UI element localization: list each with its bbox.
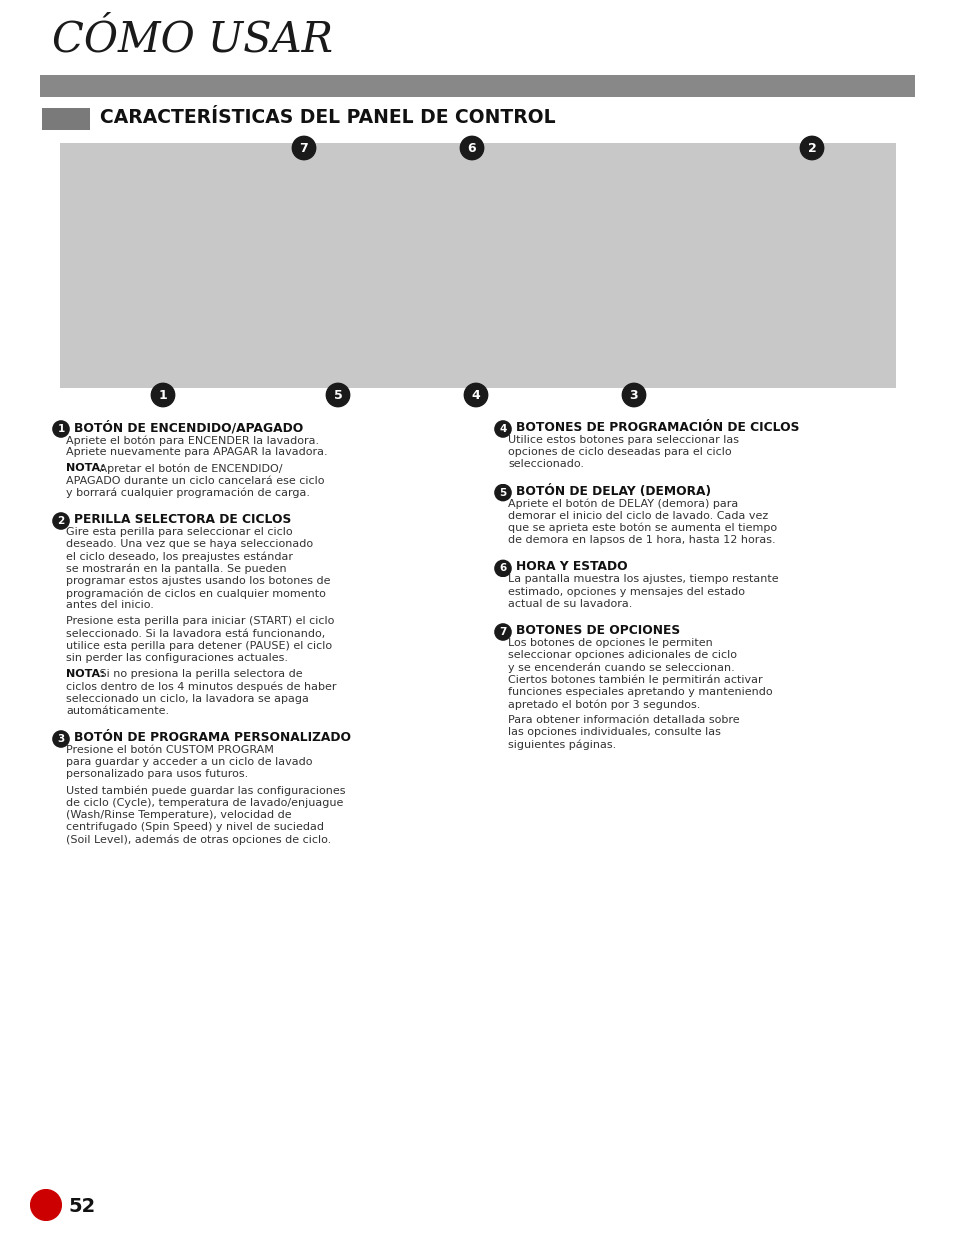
Text: G: G bbox=[41, 1198, 51, 1212]
Circle shape bbox=[621, 383, 645, 406]
Text: Los botones de opciones le permiten: Los botones de opciones le permiten bbox=[507, 638, 712, 648]
Text: para guardar y acceder a un ciclo de lavado: para guardar y acceder a un ciclo de lav… bbox=[66, 757, 313, 767]
Text: centrifugado (Spin Speed) y nivel de suciedad: centrifugado (Spin Speed) y nivel de suc… bbox=[66, 823, 324, 832]
FancyBboxPatch shape bbox=[37, 107, 94, 131]
Text: 2: 2 bbox=[57, 516, 65, 526]
Text: 5: 5 bbox=[498, 488, 506, 498]
Circle shape bbox=[292, 136, 315, 159]
Text: opciones de ciclo deseadas para el ciclo: opciones de ciclo deseadas para el ciclo bbox=[507, 447, 731, 457]
Text: 7: 7 bbox=[498, 627, 506, 637]
Text: BOTONES DE OPCIONES: BOTONES DE OPCIONES bbox=[516, 624, 679, 637]
Text: 6: 6 bbox=[498, 563, 506, 573]
Circle shape bbox=[495, 421, 511, 437]
Text: Apriete el botón para ENCENDER la lavadora.: Apriete el botón para ENCENDER la lavado… bbox=[66, 435, 319, 446]
Text: apretado el botón por 3 segundos.: apretado el botón por 3 segundos. bbox=[507, 699, 700, 709]
Text: actual de su lavadora.: actual de su lavadora. bbox=[507, 599, 632, 609]
Text: seleccionado.: seleccionado. bbox=[507, 459, 583, 469]
Text: estimado, opciones y mensajes del estado: estimado, opciones y mensajes del estado bbox=[507, 587, 744, 597]
Text: y borrará cualquier programación de carga.: y borrará cualquier programación de carg… bbox=[66, 488, 310, 498]
Text: Si no presiona la perilla selectora de: Si no presiona la perilla selectora de bbox=[96, 669, 302, 679]
Text: de demora en lapsos de 1 hora, hasta 12 horas.: de demora en lapsos de 1 hora, hasta 12 … bbox=[507, 535, 775, 545]
Text: el ciclo deseado, los preajustes estándar: el ciclo deseado, los preajustes estánda… bbox=[66, 551, 293, 562]
Text: ciclos dentro de los 4 minutos después de haber: ciclos dentro de los 4 minutos después d… bbox=[66, 682, 336, 692]
Text: 1: 1 bbox=[158, 389, 167, 401]
Text: se mostrarán en la pantalla. Se pueden: se mostrarán en la pantalla. Se pueden bbox=[66, 563, 286, 574]
Text: BOTÓN DE ENCENDIDO/APAGADO: BOTÓN DE ENCENDIDO/APAGADO bbox=[74, 421, 303, 435]
Circle shape bbox=[464, 383, 487, 406]
Text: Apriete nuevamente para APAGAR la lavadora.: Apriete nuevamente para APAGAR la lavado… bbox=[66, 447, 327, 457]
Text: de ciclo (Cycle), temperatura de lavado/enjuague: de ciclo (Cycle), temperatura de lavado/… bbox=[66, 798, 343, 808]
Circle shape bbox=[52, 731, 69, 747]
Text: 5: 5 bbox=[334, 389, 342, 401]
Text: Para obtener información detallada sobre: Para obtener información detallada sobre bbox=[507, 715, 739, 725]
Circle shape bbox=[52, 513, 69, 529]
Circle shape bbox=[152, 383, 174, 406]
Text: Usted también puede guardar las configuraciones: Usted también puede guardar las configur… bbox=[66, 785, 345, 797]
Circle shape bbox=[52, 421, 69, 437]
Circle shape bbox=[326, 383, 350, 406]
Text: Utilice estos botones para seleccionar las: Utilice estos botones para seleccionar l… bbox=[507, 435, 739, 445]
Text: Apretar el botón de ENCENDIDO/: Apretar el botón de ENCENDIDO/ bbox=[96, 463, 282, 474]
Text: NOTA:: NOTA: bbox=[66, 463, 105, 473]
Circle shape bbox=[495, 484, 511, 500]
Text: Presione esta perilla para iniciar (START) el ciclo: Presione esta perilla para iniciar (STAR… bbox=[66, 616, 334, 626]
Text: (Soil Level), además de otras opciones de ciclo.: (Soil Level), además de otras opciones d… bbox=[66, 835, 331, 845]
Text: 2: 2 bbox=[807, 142, 816, 154]
Text: antes del inicio.: antes del inicio. bbox=[66, 600, 153, 610]
Text: 3: 3 bbox=[629, 389, 638, 401]
FancyBboxPatch shape bbox=[0, 73, 953, 99]
Text: programar estos ajustes usando los botones de: programar estos ajustes usando los boton… bbox=[66, 576, 330, 585]
Text: las opciones individuales, consulte las: las opciones individuales, consulte las bbox=[507, 727, 720, 737]
Text: 7: 7 bbox=[299, 142, 308, 154]
Text: BOTONES DE PROGRAMACIÓN DE CICLOS: BOTONES DE PROGRAMACIÓN DE CICLOS bbox=[516, 421, 799, 433]
Circle shape bbox=[495, 561, 511, 577]
Text: CÓMO USAR: CÓMO USAR bbox=[52, 19, 333, 61]
Text: 6: 6 bbox=[467, 142, 476, 154]
Text: Apriete el botón de DELAY (demora) para: Apriete el botón de DELAY (demora) para bbox=[507, 499, 738, 509]
Text: (Wash/Rinse Temperature), velocidad de: (Wash/Rinse Temperature), velocidad de bbox=[66, 810, 292, 820]
Text: programación de ciclos en cualquier momento: programación de ciclos en cualquier mome… bbox=[66, 588, 326, 599]
Text: 4: 4 bbox=[498, 424, 506, 433]
Text: BOTÓN DE PROGRAMA PERSONALIZADO: BOTÓN DE PROGRAMA PERSONALIZADO bbox=[74, 731, 351, 743]
Text: seleccionar opciones adicionales de ciclo: seleccionar opciones adicionales de cicl… bbox=[507, 650, 737, 661]
Text: BOTÓN DE DELAY (DEMORA): BOTÓN DE DELAY (DEMORA) bbox=[516, 484, 710, 498]
Text: Presione el botón CUSTOM PROGRAM: Presione el botón CUSTOM PROGRAM bbox=[66, 745, 274, 755]
Text: deseado. Una vez que se haya seleccionado: deseado. Una vez que se haya seleccionad… bbox=[66, 540, 313, 550]
Text: Gire esta perilla para seleccionar el ciclo: Gire esta perilla para seleccionar el ci… bbox=[66, 527, 293, 537]
Text: y se encenderán cuando se seleccionan.: y se encenderán cuando se seleccionan. bbox=[507, 662, 734, 673]
Text: siguientes páginas.: siguientes páginas. bbox=[507, 740, 616, 750]
Text: funciones especiales apretando y manteniendo: funciones especiales apretando y manteni… bbox=[507, 687, 772, 697]
Text: NOTA:: NOTA: bbox=[66, 669, 105, 679]
Text: La pantalla muestra los ajustes, tiempo restante: La pantalla muestra los ajustes, tiempo … bbox=[507, 574, 778, 584]
Circle shape bbox=[800, 136, 822, 159]
Text: 4: 4 bbox=[471, 389, 480, 401]
Circle shape bbox=[459, 136, 483, 159]
FancyBboxPatch shape bbox=[57, 140, 898, 391]
Circle shape bbox=[495, 624, 511, 640]
Circle shape bbox=[30, 1189, 61, 1220]
Text: 52: 52 bbox=[68, 1197, 95, 1216]
Text: sin perder las configuraciones actuales.: sin perder las configuraciones actuales. bbox=[66, 653, 288, 663]
Text: 1: 1 bbox=[57, 424, 65, 433]
Text: automáticamente.: automáticamente. bbox=[66, 705, 169, 716]
Text: APAGADO durante un ciclo cancelará ese ciclo: APAGADO durante un ciclo cancelará ese c… bbox=[66, 475, 324, 485]
Text: 3: 3 bbox=[57, 734, 65, 743]
Text: Ciertos botones también le permitirán activar: Ciertos botones también le permitirán ac… bbox=[507, 674, 761, 685]
Text: HORA Y ESTADO: HORA Y ESTADO bbox=[516, 561, 627, 573]
Text: L: L bbox=[35, 1200, 42, 1209]
Text: CARACTERÍSTICAS DEL PANEL DE CONTROL: CARACTERÍSTICAS DEL PANEL DE CONTROL bbox=[100, 107, 555, 127]
Text: que se aprieta este botón se aumenta el tiempo: que se aprieta este botón se aumenta el … bbox=[507, 522, 777, 534]
Text: utilice esta perilla para detener (PAUSE) el ciclo: utilice esta perilla para detener (PAUSE… bbox=[66, 641, 332, 651]
Text: seleccionado un ciclo, la lavadora se apaga: seleccionado un ciclo, la lavadora se ap… bbox=[66, 694, 309, 704]
Text: seleccionado. Si la lavadora está funcionando,: seleccionado. Si la lavadora está funcio… bbox=[66, 629, 325, 638]
Text: demorar el inicio del ciclo de lavado. Cada vez: demorar el inicio del ciclo de lavado. C… bbox=[507, 511, 767, 521]
Text: personalizado para usos futuros.: personalizado para usos futuros. bbox=[66, 769, 248, 779]
Text: PERILLA SELECTORA DE CICLOS: PERILLA SELECTORA DE CICLOS bbox=[74, 513, 291, 526]
